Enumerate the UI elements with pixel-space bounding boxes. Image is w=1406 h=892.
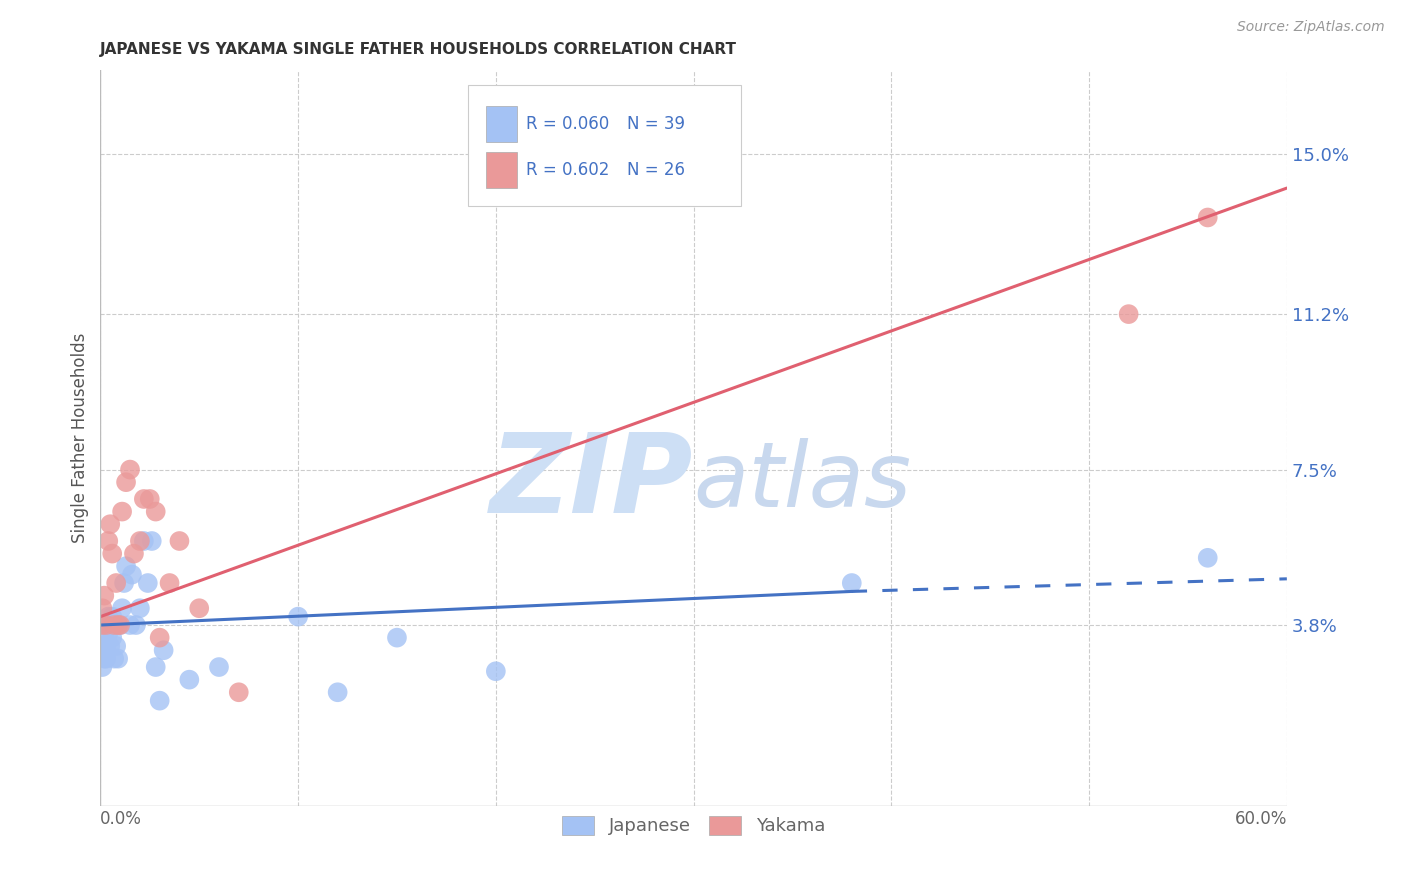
FancyBboxPatch shape [486,106,517,142]
Point [91,639,114,653]
Point [105,576,128,591]
Text: ZIP: ZIP [491,429,693,536]
FancyBboxPatch shape [486,152,517,187]
Point [122,547,145,561]
Text: atlas: atlas [693,438,911,526]
Text: JAPANESE VS YAKAMA SINGLE FATHER HOUSEHOLDS CORRELATION CHART: JAPANESE VS YAKAMA SINGLE FATHER HOUSEHO… [100,42,737,57]
Point [107,618,129,632]
Point [97,534,120,549]
Point [98,639,121,653]
Point [96,651,118,665]
Point [125,618,148,632]
Point [149,693,172,707]
Point [228,685,250,699]
Point [1197,550,1219,565]
Legend: Japanese, Yakama: Japanese, Yakama [553,807,834,845]
Point [141,534,163,549]
Point [385,631,408,645]
Text: R = 0.602: R = 0.602 [526,161,610,178]
Point [841,576,863,591]
Point [96,618,118,632]
Point [121,567,143,582]
Point [208,660,231,674]
Point [91,618,114,632]
Point [132,534,155,549]
Point [159,576,181,591]
Point [93,631,115,645]
Point [136,576,159,591]
Point [145,505,167,519]
Point [101,631,124,645]
Point [152,643,174,657]
Text: 0.0%: 0.0% [100,810,142,828]
Point [129,601,152,615]
Text: N = 26: N = 26 [627,161,685,178]
Point [93,589,115,603]
Point [93,651,115,665]
Text: 60.0%: 60.0% [1234,810,1286,828]
Point [98,517,121,532]
Point [111,601,134,615]
Point [145,660,167,674]
Point [105,639,128,653]
Point [103,651,125,665]
Text: N = 39: N = 39 [627,115,685,133]
Point [115,559,138,574]
Point [101,547,124,561]
Point [103,618,125,632]
Point [485,665,508,679]
Point [139,491,162,506]
Point [129,534,152,549]
Point [112,576,135,591]
Point [111,505,134,519]
Point [98,618,121,632]
Point [179,673,201,687]
Point [1118,307,1140,321]
Point [91,660,114,674]
Point [101,609,124,624]
Y-axis label: Single Father Households: Single Father Households [72,333,89,543]
Point [118,462,141,476]
Point [91,601,114,615]
Point [326,685,349,699]
Point [149,631,172,645]
Point [103,618,125,632]
Point [132,491,155,506]
Point [96,618,118,632]
Point [1197,211,1219,225]
Point [107,651,129,665]
Point [97,626,120,640]
Point [188,601,211,615]
FancyBboxPatch shape [468,85,741,206]
Point [108,618,131,632]
Point [169,534,191,549]
Point [287,609,309,624]
Point [115,475,138,490]
Point [97,609,120,624]
Point [96,643,118,657]
Point [118,618,141,632]
Point [108,618,131,632]
Text: Source: ZipAtlas.com: Source: ZipAtlas.com [1237,20,1385,34]
Text: R = 0.060: R = 0.060 [526,115,610,133]
